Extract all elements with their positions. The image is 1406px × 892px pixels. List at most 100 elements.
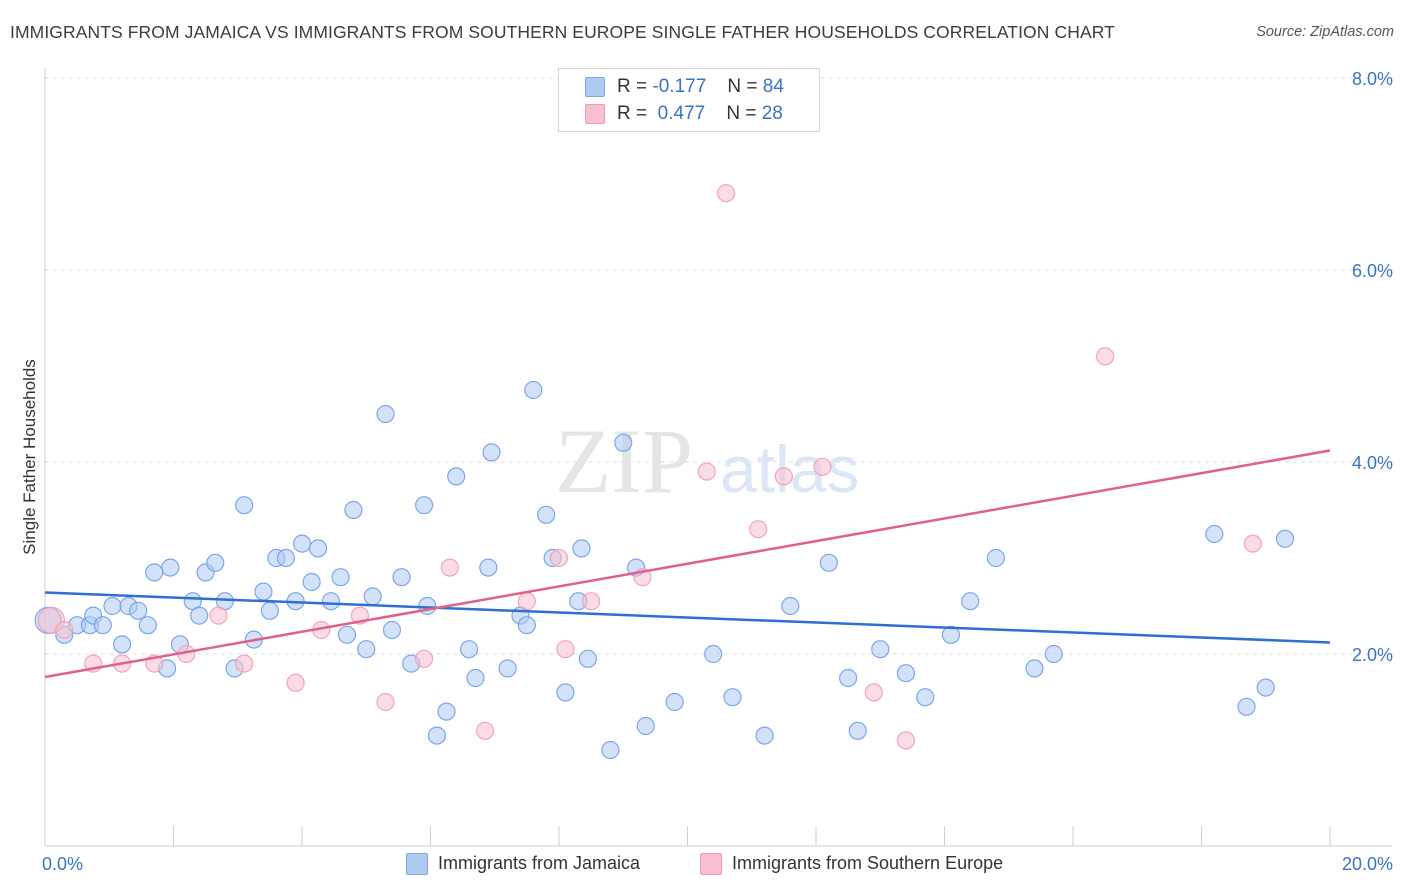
jamaica-point [781, 596, 800, 616]
jamaica-point [161, 558, 180, 577]
jamaica-point [896, 664, 916, 683]
jamaica-point [260, 601, 279, 620]
jamaica-point [190, 606, 209, 625]
southern-europe-point [864, 683, 883, 702]
legend-swatch-southern-europe [700, 853, 722, 875]
southern-europe-point [209, 606, 228, 625]
jamaica-point [572, 539, 591, 558]
watermark-atlas: atlas [720, 432, 859, 506]
legend-swatch-jamaica [406, 853, 428, 875]
x-tick-label: 0.0% [42, 854, 83, 874]
jamaica-point [129, 601, 148, 620]
n-value: 84 [762, 76, 784, 97]
jamaica-point [392, 568, 411, 587]
southern-europe-trend-line [44, 449, 1331, 679]
jamaica-point [1237, 697, 1256, 716]
jamaica-point [601, 740, 620, 760]
jamaica-point [321, 592, 341, 611]
southern-europe-point [1096, 347, 1115, 366]
southern-europe-point [286, 673, 305, 692]
jamaica-point [93, 616, 112, 635]
watermark: ZIP atlas [555, 410, 859, 512]
jamaica-point [235, 496, 254, 515]
jamaica-point [517, 616, 536, 635]
jamaica-point [986, 548, 1006, 568]
southern-europe-point [896, 731, 916, 750]
jamaica-point [427, 726, 447, 745]
jamaica-point [145, 563, 164, 582]
jamaica-point [556, 683, 575, 702]
n-label: N = [727, 76, 758, 97]
jamaica-point [357, 640, 376, 659]
jamaica-point [755, 726, 774, 745]
jamaica-point [459, 640, 479, 659]
southern-europe-point [549, 548, 569, 568]
watermark-zip: ZIP [555, 410, 693, 512]
grid-lines [45, 77, 1392, 655]
jamaica-point [466, 668, 485, 688]
tick-labels: 2.0% 4.0% 6.0% 8.0% 0.0% 20.0% [42, 69, 1393, 874]
y-tick-label: 4.0% [1352, 453, 1393, 473]
jamaica-trend-line [44, 591, 1331, 644]
southern-europe-point [376, 692, 395, 712]
jamaica-point [578, 649, 598, 668]
jamaica-point [344, 500, 363, 520]
southern-europe-point [716, 184, 736, 203]
jamaica-point [103, 596, 122, 616]
jamaica-point [916, 688, 935, 707]
trend-lines [44, 449, 1331, 679]
jamaica-point [302, 572, 321, 592]
chart-title: IMMIGRANTS FROM JAMAICA VS IMMIGRANTS FR… [10, 22, 1115, 42]
jamaica-point [636, 716, 655, 736]
y-axis-label: Single Father Households [20, 359, 39, 555]
southern-europe-point [55, 620, 74, 640]
jamaica-point [276, 548, 296, 568]
jamaica-point [1275, 529, 1295, 548]
jamaica-point [376, 404, 395, 424]
jamaica-point [1025, 659, 1044, 678]
southern-europe-point [440, 558, 459, 577]
jamaica-point [138, 616, 157, 635]
jamaica-point [723, 688, 742, 707]
jamaica-point [1205, 524, 1224, 544]
jamaica-point [112, 635, 132, 654]
jamaica-point [414, 496, 434, 515]
legend-label-southern-europe: Immigrants from Southern Europe [732, 853, 1004, 873]
jamaica-point [871, 640, 890, 659]
southern-europe-point [582, 592, 601, 611]
jamaica-point [1256, 678, 1275, 697]
jamaica-point [479, 558, 498, 577]
n-label: N = [726, 103, 757, 124]
jamaica-point [437, 702, 456, 721]
southern-europe-point [813, 457, 832, 476]
jamaica-point [382, 620, 402, 640]
jamaica-point [839, 668, 858, 688]
jamaica-point [848, 721, 867, 740]
southern-europe-point [774, 467, 793, 486]
stats-legend: R = -0.177 N = 84 R = 0.477 N = 28 [558, 68, 820, 132]
jamaica-point [308, 539, 328, 558]
jamaica-point [447, 467, 466, 486]
southern-europe-point [414, 649, 434, 668]
jamaica-point [1044, 644, 1063, 664]
y-tick-label: 6.0% [1352, 261, 1393, 281]
y-tick-label: 2.0% [1352, 645, 1393, 665]
source-credit: Source: ZipAtlas.com [1256, 24, 1394, 40]
jamaica-point [704, 644, 723, 664]
jamaica-point [665, 692, 684, 712]
jamaica-point [614, 433, 633, 452]
n-value: 28 [761, 103, 783, 124]
r-label: R = [617, 76, 648, 97]
jamaica-point [363, 587, 382, 606]
southern-europe-point [476, 721, 495, 740]
r-value: -0.177 [652, 76, 707, 97]
jamaica-point [206, 553, 225, 572]
southern-europe-point [1243, 534, 1263, 553]
jamaica-point [524, 380, 543, 400]
jamaica-point [331, 568, 350, 587]
jamaica-point [819, 553, 838, 572]
southern-europe-point [517, 592, 536, 611]
southern-europe-point [556, 640, 575, 659]
southern-europe-point [749, 520, 768, 539]
